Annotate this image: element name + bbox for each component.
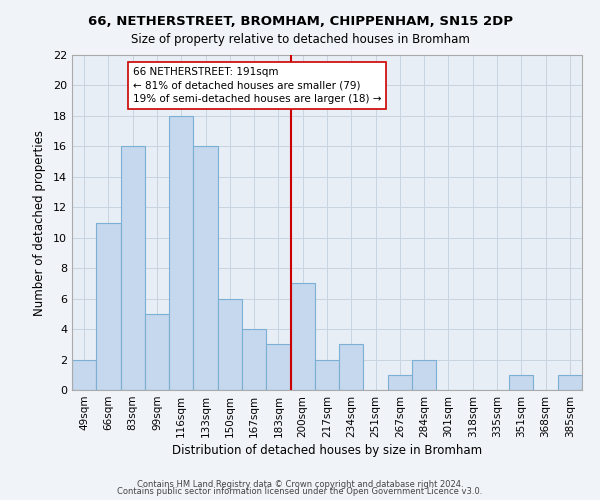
Text: Contains public sector information licensed under the Open Government Licence v3: Contains public sector information licen… [118, 487, 482, 496]
Bar [315, 360, 339, 390]
Bar [388, 375, 412, 390]
Bar [290, 284, 315, 390]
Bar [72, 360, 96, 390]
Bar [145, 314, 169, 390]
Bar [169, 116, 193, 390]
Text: 66, NETHERSTREET, BROMHAM, CHIPPENHAM, SN15 2DP: 66, NETHERSTREET, BROMHAM, CHIPPENHAM, S… [88, 15, 512, 28]
Bar [96, 222, 121, 390]
Bar [509, 375, 533, 390]
Bar [412, 360, 436, 390]
Y-axis label: Number of detached properties: Number of detached properties [33, 130, 46, 316]
Bar [218, 298, 242, 390]
Bar [242, 329, 266, 390]
Bar [266, 344, 290, 390]
Bar [193, 146, 218, 390]
Text: 66 NETHERSTREET: 191sqm
← 81% of detached houses are smaller (79)
19% of semi-de: 66 NETHERSTREET: 191sqm ← 81% of detache… [133, 67, 381, 104]
Bar [339, 344, 364, 390]
X-axis label: Distribution of detached houses by size in Bromham: Distribution of detached houses by size … [172, 444, 482, 457]
Text: Contains HM Land Registry data © Crown copyright and database right 2024.: Contains HM Land Registry data © Crown c… [137, 480, 463, 489]
Bar [121, 146, 145, 390]
Text: Size of property relative to detached houses in Bromham: Size of property relative to detached ho… [131, 32, 469, 46]
Bar [558, 375, 582, 390]
